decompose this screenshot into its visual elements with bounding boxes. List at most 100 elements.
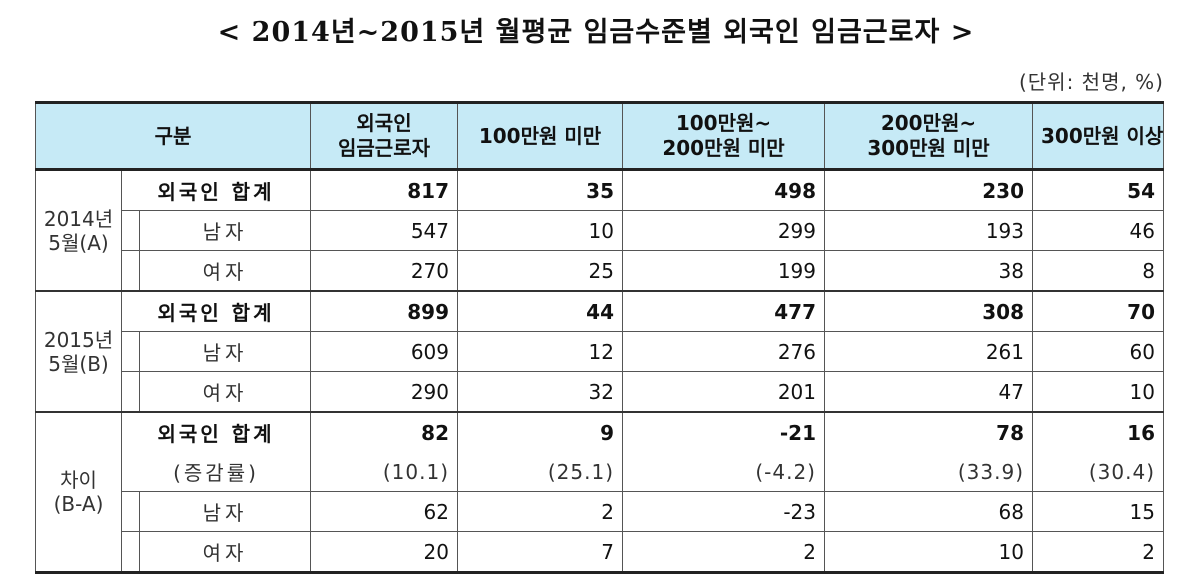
- header-row: 구분 외국인 임금근로자 100만원 미만 100만원~ 200만원 미만 20…: [35, 101, 1164, 171]
- cell: 609: [310, 331, 458, 372]
- unit-note: (단위: 천명, %): [1018, 70, 1164, 94]
- cell: 16: [1032, 412, 1164, 452]
- header-foreign-workers: 외국인 임금근로자: [310, 101, 458, 171]
- cell: (10.1): [310, 452, 458, 492]
- row-label: 여자: [139, 531, 311, 573]
- cell: 15: [1032, 491, 1164, 532]
- group-label-line: 5월(B): [48, 351, 109, 376]
- cell: (33.9): [824, 452, 1033, 492]
- cell: 70: [1032, 291, 1164, 332]
- cell: -21: [622, 412, 825, 452]
- cell: 547: [310, 210, 458, 251]
- header-line: 200만원~: [880, 111, 977, 135]
- table-row: 남자 547 10 299 193 46: [36, 210, 1164, 251]
- header-category: 구분: [35, 101, 311, 171]
- table-row: 여자 290 32 201 47 10: [36, 371, 1164, 413]
- row-label: 외국인 합계: [121, 169, 311, 211]
- cell: (-4.2): [622, 452, 825, 492]
- group-label: 2015년 5월(B): [35, 291, 122, 413]
- header-200-300: 200만원~ 300만원 미만: [824, 101, 1033, 171]
- cell: 193: [824, 210, 1033, 251]
- group-label: 2014년 5월(A): [35, 169, 122, 292]
- section-2014: 2014년 5월(A) 외국인 합계 817 35 498 230 54 남자 …: [35, 169, 1164, 292]
- indent-spacer: [121, 371, 140, 413]
- cell: 10: [457, 210, 623, 251]
- row-label: 외국인 합계: [121, 412, 311, 452]
- section-2015: 2015년 5월(B) 외국인 합계 899 44 477 308 70 남자 …: [35, 291, 1164, 413]
- cell: 230: [824, 169, 1033, 211]
- cell: 10: [824, 531, 1033, 573]
- table-row: 여자 270 25 199 38 8: [36, 250, 1164, 292]
- cell: 25: [457, 250, 623, 292]
- indent-spacer: [121, 210, 140, 251]
- group-label-line: 차이: [60, 468, 97, 492]
- cell: 2: [457, 491, 623, 532]
- group-label: 차이 (B-A): [35, 412, 122, 573]
- group-label-line: 2014년: [43, 206, 114, 231]
- cell: 10: [1032, 371, 1164, 413]
- group-label-line: 2015년: [43, 327, 114, 352]
- cell: (25.1): [457, 452, 623, 492]
- header-line: 임금근로자: [338, 136, 430, 160]
- indent-spacer: [121, 250, 140, 292]
- indent-spacer: [121, 491, 140, 532]
- row-label: 여자: [139, 250, 311, 292]
- cell: 270: [310, 250, 458, 292]
- cell: 276: [622, 331, 825, 372]
- cell: 899: [310, 291, 458, 332]
- row-label: 여자: [139, 371, 311, 413]
- cell: 46: [1032, 210, 1164, 251]
- cell: 308: [824, 291, 1033, 332]
- indent-spacer: [121, 531, 140, 573]
- cell: 44: [457, 291, 623, 332]
- cell: 20: [310, 531, 458, 573]
- cell: 199: [622, 250, 825, 292]
- cell: (30.4): [1032, 452, 1164, 492]
- table-row: 차이 (B-A) 외국인 합계 82 9 -21 78 16: [35, 412, 1164, 573]
- cell: 261: [824, 331, 1033, 372]
- table-row: 2015년 5월(B) 외국인 합계 899 44 477 308 70: [35, 291, 1164, 413]
- cell: 201: [622, 371, 825, 413]
- section-difference: 차이 (B-A) 외국인 합계 82 9 -21 78 16 (증감률) (10…: [35, 412, 1164, 573]
- header-line: 300만원 미만: [867, 136, 990, 160]
- row-label: 외국인 합계: [121, 291, 311, 332]
- row-label: 남자: [139, 491, 311, 532]
- cell: 68: [824, 491, 1033, 532]
- cell: 2: [622, 531, 825, 573]
- header-line: 외국인: [356, 111, 412, 135]
- cell: 7: [457, 531, 623, 573]
- cell: 60: [1032, 331, 1164, 372]
- row-label: 남자: [139, 331, 311, 372]
- cell: -23: [622, 491, 825, 532]
- page-title: < 2014년~2015년 월평균 임금수준별 외국인 임금근로자 >: [217, 17, 975, 48]
- cell: 62: [310, 491, 458, 532]
- cell: 12: [457, 331, 623, 372]
- table-row: 2014년 5월(A) 외국인 합계 817 35 498 230 54: [35, 169, 1164, 292]
- indent-spacer: [121, 331, 140, 372]
- group-label-line: 5월(A): [48, 230, 109, 255]
- cell: 9: [457, 412, 623, 452]
- cell: 817: [310, 169, 458, 211]
- cell: 35: [457, 169, 623, 211]
- wage-table: 구분 외국인 임금근로자 100만원 미만 100만원~ 200만원 미만 20…: [35, 101, 1164, 574]
- table-row: 남자 62 2 -23 68 15: [36, 491, 1164, 532]
- group-label-line: (B-A): [53, 492, 104, 516]
- table-row: (증감률) (10.1) (25.1) (-4.2) (33.9) (30.4): [36, 452, 1164, 492]
- header-line: 200만원 미만: [662, 136, 785, 160]
- row-label: 남자: [139, 210, 311, 251]
- cell: 78: [824, 412, 1033, 452]
- cell: 38: [824, 250, 1033, 292]
- row-label: (증감률): [121, 452, 311, 492]
- table-row: 여자 20 7 2 10 2: [36, 531, 1164, 573]
- cell: 2: [1032, 531, 1164, 573]
- header-line: 100만원~: [675, 111, 772, 135]
- cell: 32: [457, 371, 623, 413]
- cell: 82: [310, 412, 458, 452]
- cell: 47: [824, 371, 1033, 413]
- cell: 498: [622, 169, 825, 211]
- cell: 290: [310, 371, 458, 413]
- cell: 8: [1032, 250, 1164, 292]
- header-under-100: 100만원 미만: [457, 101, 623, 171]
- cell: 477: [622, 291, 825, 332]
- table-row: 남자 609 12 276 261 60: [36, 331, 1164, 372]
